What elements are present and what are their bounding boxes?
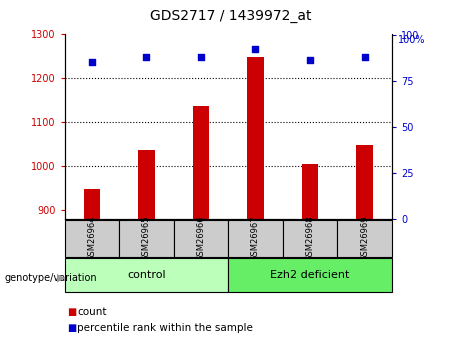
Text: Ezh2 deficient: Ezh2 deficient (270, 270, 350, 279)
Text: ■: ■ (67, 307, 76, 317)
Point (252, 47, 259, 52)
Text: GDS2717 / 1439972_at: GDS2717 / 1439972_at (150, 9, 311, 23)
Point (142, 54, 150, 59)
Point (197, 54, 205, 59)
Bar (193, 106, 209, 219)
Text: GSM26965: GSM26965 (142, 216, 151, 261)
Text: GSM26966: GSM26966 (196, 216, 206, 261)
Point (361, 54, 368, 59)
Text: 100%: 100% (398, 34, 426, 45)
Bar (138, 150, 154, 219)
Text: genotype/variation: genotype/variation (5, 273, 97, 283)
Text: GSM26968: GSM26968 (306, 216, 314, 261)
Text: ▶: ▶ (57, 273, 65, 283)
Bar (119, 220, 174, 257)
Bar (283, 220, 337, 257)
Text: GSM26967: GSM26967 (251, 216, 260, 261)
Text: ■: ■ (67, 323, 76, 333)
Text: GSM26969: GSM26969 (360, 216, 369, 261)
Bar (65, 220, 119, 257)
Bar (65, 258, 228, 292)
Text: control: control (127, 270, 165, 279)
Text: GSM26964: GSM26964 (87, 216, 96, 261)
Point (88, 59, 95, 65)
Bar (174, 220, 228, 257)
Bar (83, 189, 100, 219)
Bar (228, 258, 392, 292)
Bar (337, 220, 392, 257)
Bar (247, 57, 264, 219)
Bar (228, 220, 283, 257)
Text: count: count (77, 307, 107, 317)
Bar (302, 164, 318, 219)
Bar (356, 145, 373, 219)
Text: percentile rank within the sample: percentile rank within the sample (77, 323, 254, 333)
Point (306, 58, 313, 63)
